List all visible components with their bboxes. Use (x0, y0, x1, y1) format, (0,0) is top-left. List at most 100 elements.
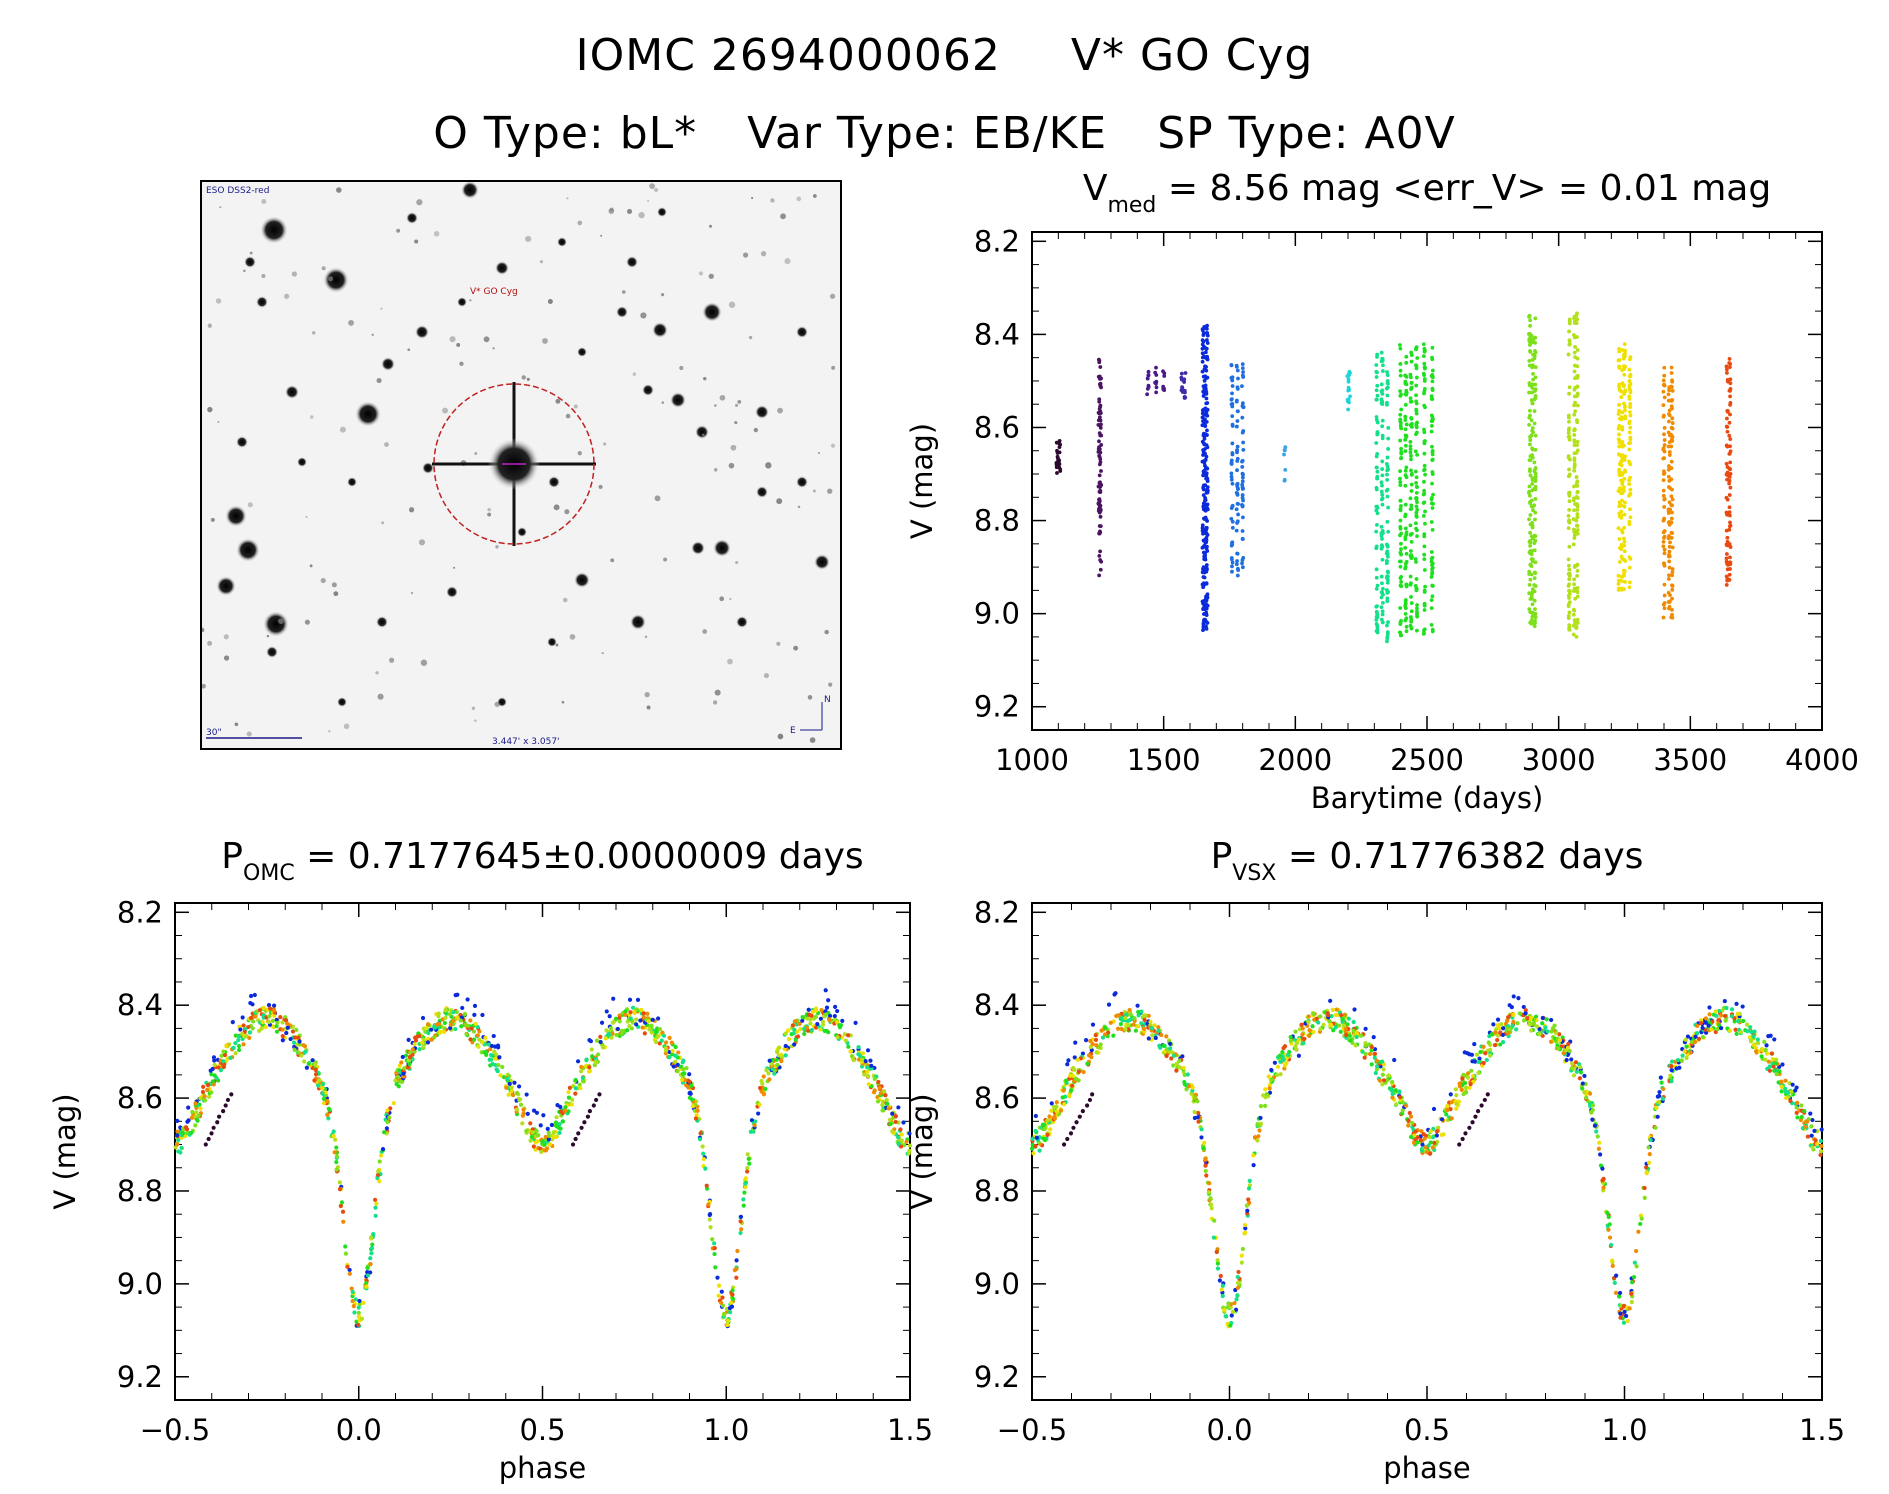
data-point (1567, 426, 1572, 431)
data-point (395, 1074, 401, 1079)
data-point (827, 1017, 832, 1022)
data-point (221, 1108, 226, 1114)
data-point (1403, 427, 1408, 432)
data-point (1242, 1231, 1247, 1236)
data-point (1236, 409, 1240, 414)
y-tick-label: 8.8 (117, 1174, 163, 1208)
data-point (1464, 1090, 1469, 1095)
data-point (1662, 365, 1667, 370)
data-point (1153, 370, 1158, 375)
data-point (1204, 368, 1209, 373)
data-point (1240, 430, 1245, 435)
data-point (1617, 358, 1622, 362)
data-point (1404, 465, 1409, 470)
data-point (1374, 441, 1379, 445)
data-point (1533, 534, 1538, 539)
finder-faint-star (442, 407, 449, 414)
data-point (1229, 517, 1234, 521)
data-point (1575, 384, 1580, 389)
data-point (1374, 415, 1379, 419)
finder-faint-star (812, 194, 817, 198)
data-point (1230, 519, 1235, 524)
data-point (1566, 431, 1571, 436)
data-point (767, 1077, 772, 1082)
data-point (385, 1119, 390, 1125)
data-point (1670, 570, 1675, 575)
data-point (646, 1019, 651, 1024)
data-point (1177, 1065, 1182, 1070)
data-point (1386, 436, 1391, 441)
data-point (1727, 361, 1732, 365)
data-point (1779, 1084, 1784, 1089)
data-point (603, 1036, 608, 1041)
data-point (202, 1098, 208, 1103)
data-point (793, 1018, 798, 1024)
data-point (1205, 413, 1210, 418)
data-point (1600, 1166, 1605, 1171)
data-point (1241, 440, 1246, 445)
data-point (1057, 462, 1062, 466)
data-point (1661, 456, 1666, 461)
finder-star (406, 212, 418, 224)
data-point (1414, 475, 1419, 480)
data-point (669, 1040, 674, 1045)
data-point (1205, 341, 1210, 345)
data-point (1398, 1095, 1403, 1100)
finder-faint-star (207, 406, 213, 413)
data-point (1572, 456, 1577, 461)
data-point (1205, 428, 1209, 433)
finder-faint-star (661, 401, 665, 404)
data-point (1805, 1134, 1811, 1139)
data-point (186, 1105, 191, 1110)
data-point (846, 1033, 851, 1038)
data-point (804, 1025, 810, 1030)
data-point (815, 1021, 820, 1027)
data-point (1229, 477, 1234, 482)
finder-faint-star (608, 208, 615, 214)
data-point (1203, 417, 1207, 422)
data-point (587, 1038, 592, 1043)
data-point (1414, 504, 1419, 509)
data-point (1666, 590, 1671, 595)
data-point (1103, 1025, 1108, 1030)
data-point (1204, 546, 1209, 551)
data-point (1819, 1144, 1824, 1149)
data-point (252, 992, 257, 998)
data-point (176, 1137, 181, 1143)
data-point (1404, 584, 1409, 589)
data-point (1307, 1028, 1312, 1033)
data-point (777, 1045, 782, 1050)
data-point (1229, 471, 1234, 476)
data-point (1052, 1116, 1057, 1121)
data-point (1375, 522, 1379, 527)
data-point (824, 1028, 829, 1034)
finder-star (642, 384, 654, 396)
data-point (1619, 389, 1624, 394)
data-point (1819, 1127, 1824, 1132)
finder-star (702, 302, 722, 322)
data-point (368, 1256, 373, 1261)
data-point (1734, 1031, 1739, 1036)
data-point (193, 1123, 198, 1128)
data-point (1667, 500, 1672, 505)
data-point (1527, 607, 1532, 612)
data-point (278, 1014, 283, 1020)
data-point (1353, 1043, 1358, 1048)
data-point (752, 1123, 757, 1128)
phase-points (1029, 991, 1824, 1329)
data-point (1093, 1033, 1098, 1038)
data-point (1154, 379, 1159, 384)
data-point (1724, 443, 1729, 448)
data-point (747, 1161, 752, 1166)
finder-faint-star (708, 273, 714, 279)
data-point (1161, 1043, 1166, 1048)
data-point (1623, 404, 1627, 409)
data-point (1282, 448, 1287, 453)
data-point (525, 1111, 530, 1116)
data-point (1385, 400, 1389, 405)
finder-faint-star (312, 331, 316, 335)
data-point (832, 1013, 837, 1019)
data-point (1777, 1069, 1782, 1074)
finder-faint-star (526, 377, 530, 381)
data-point (1628, 492, 1633, 497)
